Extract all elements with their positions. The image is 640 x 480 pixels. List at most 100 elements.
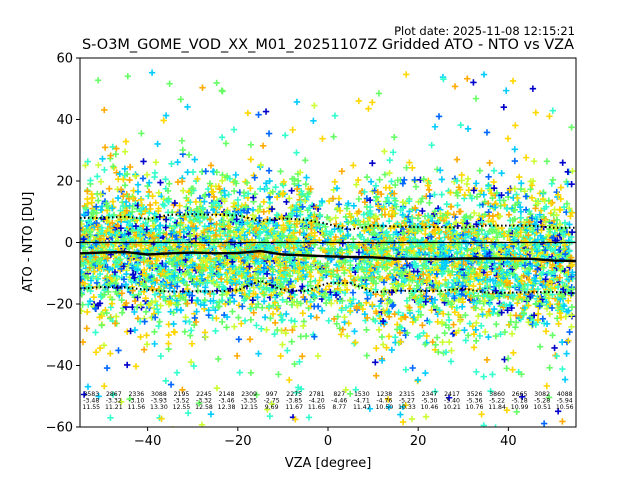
scatter-point bbox=[235, 336, 243, 343]
scatter-point bbox=[366, 210, 373, 217]
scatter-point bbox=[389, 301, 397, 309]
scatter-point bbox=[173, 297, 181, 304]
scatter-point bbox=[152, 199, 159, 207]
scatter-point bbox=[347, 214, 355, 221]
scatter-point bbox=[139, 175, 147, 182]
scatter-point bbox=[327, 216, 334, 223]
scatter-point bbox=[171, 199, 179, 207]
scatter-point bbox=[156, 318, 163, 325]
scatter-point bbox=[337, 287, 344, 294]
scatter-point bbox=[253, 322, 260, 329]
scatter-point bbox=[142, 283, 150, 291]
scatter-point bbox=[177, 221, 184, 228]
scatter-point bbox=[298, 385, 305, 393]
scatter-point bbox=[109, 391, 117, 398]
scatter-point bbox=[120, 176, 127, 183]
scatter-point bbox=[374, 268, 382, 275]
scatter-point bbox=[339, 297, 346, 304]
scatter-point bbox=[84, 383, 92, 390]
scatter-point bbox=[150, 264, 158, 272]
scatter-point bbox=[210, 297, 217, 304]
scatter-point bbox=[218, 235, 225, 243]
scatter-point bbox=[85, 301, 92, 308]
scatter-point bbox=[385, 217, 393, 225]
scatter-point bbox=[334, 267, 341, 274]
scatter-point bbox=[350, 296, 357, 303]
scatter-point bbox=[372, 280, 380, 287]
scatter-point bbox=[333, 320, 340, 328]
scatter-point bbox=[130, 187, 137, 194]
scatter-point bbox=[178, 137, 186, 144]
scatter-point bbox=[271, 330, 278, 338]
scatter-point bbox=[103, 273, 111, 280]
scatter-point bbox=[226, 223, 234, 230]
scatter-point bbox=[162, 377, 169, 385]
scatter-point bbox=[96, 270, 104, 278]
scatter-point bbox=[184, 409, 192, 417]
scatter-point bbox=[193, 205, 200, 213]
scatter-point bbox=[268, 205, 276, 213]
scatter-point bbox=[346, 390, 354, 398]
scatter-point bbox=[212, 327, 219, 335]
scatter-point bbox=[252, 290, 259, 298]
scatter-point bbox=[235, 254, 242, 262]
scatter-point bbox=[258, 325, 265, 333]
scatter-point bbox=[100, 291, 108, 298]
scatter-point bbox=[366, 197, 374, 204]
scatter-point bbox=[298, 191, 305, 199]
scatter-point bbox=[345, 200, 352, 207]
scatter-point bbox=[83, 325, 90, 332]
scatter-point bbox=[171, 329, 178, 336]
scatter-point bbox=[330, 186, 337, 193]
scatter-point bbox=[223, 290, 230, 298]
scatter-point bbox=[219, 88, 226, 95]
scatter-point bbox=[80, 235, 88, 243]
scatter-point bbox=[387, 225, 394, 232]
scatter-point bbox=[299, 310, 307, 317]
scatter-point bbox=[307, 247, 315, 254]
scatter-point bbox=[282, 329, 290, 337]
scatter-point bbox=[262, 108, 270, 115]
scatter-point bbox=[363, 195, 371, 202]
scatter-point bbox=[368, 275, 376, 282]
scatter-point bbox=[119, 203, 127, 210]
scatter-point bbox=[293, 98, 301, 106]
scatter-point bbox=[364, 314, 371, 321]
scatter-point bbox=[117, 224, 125, 232]
scatter-point bbox=[383, 344, 390, 351]
scatter-point bbox=[207, 162, 215, 169]
scatter-point bbox=[226, 210, 233, 218]
scatter-point bbox=[255, 350, 262, 357]
scatter-point bbox=[143, 341, 151, 348]
scatter-point bbox=[188, 340, 196, 347]
scatter-point bbox=[168, 296, 175, 303]
scatter-point bbox=[157, 179, 164, 186]
scatter-point bbox=[106, 185, 113, 192]
scatter-point bbox=[195, 400, 203, 407]
scatter-point bbox=[344, 332, 351, 340]
scatter-point bbox=[249, 211, 256, 219]
scatter-point bbox=[271, 216, 278, 224]
scatter-point bbox=[335, 201, 343, 208]
scatter-point bbox=[210, 290, 217, 298]
scatter-point bbox=[109, 205, 116, 212]
scatter-point bbox=[229, 258, 236, 266]
scatter-point bbox=[289, 326, 296, 334]
scatter-point bbox=[219, 177, 226, 185]
scatter-point bbox=[337, 331, 345, 338]
scatter-point bbox=[184, 300, 191, 307]
scatter-point bbox=[388, 178, 395, 185]
scatter-point bbox=[216, 185, 223, 193]
scatter-point bbox=[551, 430, 557, 436]
scatter-point bbox=[314, 352, 322, 360]
scatter-point bbox=[164, 187, 172, 194]
scatter-point bbox=[367, 211, 374, 218]
scatter-point bbox=[230, 126, 238, 133]
scatter-point bbox=[400, 264, 407, 272]
scatter-point bbox=[341, 269, 348, 277]
scatter-point bbox=[98, 322, 105, 329]
scatter-point bbox=[396, 329, 404, 337]
scatter-point bbox=[310, 117, 317, 125]
scatter-point bbox=[263, 270, 271, 277]
scatter-point bbox=[131, 297, 139, 305]
